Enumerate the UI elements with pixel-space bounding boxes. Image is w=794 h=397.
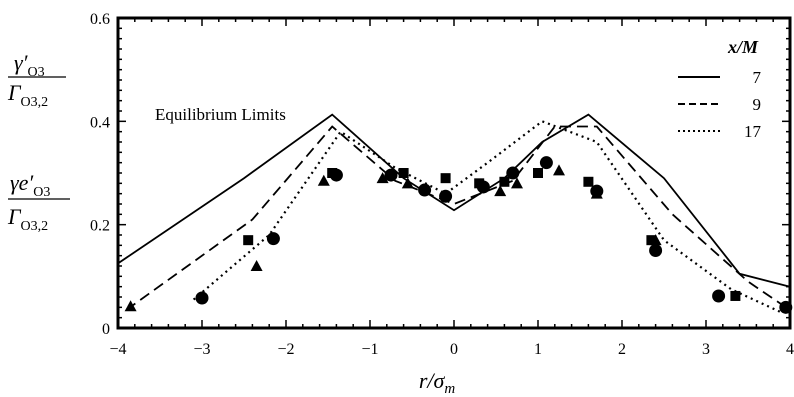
x-tick-label: −3 [193, 341, 210, 358]
data-point-triangle [553, 164, 565, 176]
data-point-square [440, 173, 451, 184]
ylabel-top-denominator: ΓO3,2 [7, 80, 48, 110]
ylabel-bottom-denominator: ΓO3,2 [7, 204, 48, 234]
data-point-square [474, 178, 485, 189]
x-tick-label: 2 [618, 341, 626, 358]
legend-label-17: 17 [744, 122, 762, 141]
legend: x/M 7 9 17 [678, 37, 762, 141]
x-axis-label: r/σm [419, 368, 456, 397]
data-point-circle [266, 232, 280, 246]
data-point-triangle [124, 300, 137, 312]
x-tick-label: 1 [534, 341, 542, 358]
legend-label-7: 7 [753, 68, 762, 87]
data-point-triangle [511, 177, 523, 189]
equilibrium-limits-annotation: Equilibrium Limits [155, 105, 286, 124]
y-axis-label-equilibrium: γe′O3 ΓO3,2 [7, 170, 70, 234]
data-point-circle [439, 189, 453, 203]
data-point-square [398, 168, 409, 178]
x-tick-label: 3 [702, 341, 710, 358]
data-point-triangle [376, 172, 389, 184]
y-axis-label-fluctuation: γ′O3 ΓO3,2 [7, 50, 66, 110]
data-point-square [583, 176, 594, 187]
data-point-circle [712, 289, 726, 303]
data-point-circle [506, 166, 520, 180]
series-line-9 [125, 125, 787, 311]
data-point-triangle [649, 234, 662, 246]
data-point-square [327, 168, 338, 178]
data-point-circle [539, 156, 553, 170]
legend-title: x/M [727, 37, 759, 57]
data-point-square [499, 176, 510, 187]
legend-label-9: 9 [753, 95, 762, 114]
x-tick-label: 4 [786, 341, 794, 358]
data-point-square [533, 168, 543, 178]
data-point-square [243, 235, 254, 246]
data-point-square [646, 235, 657, 246]
data-point-circle [195, 291, 209, 305]
data-point-circle [649, 244, 663, 257]
data-point-circle [418, 183, 432, 197]
data-point-triangle [590, 187, 603, 199]
data-point-circle [384, 168, 398, 182]
x-tick-label: −4 [109, 341, 126, 358]
y-tick-label: 0.4 [90, 114, 110, 131]
y-tick-label: 0.6 [90, 11, 110, 28]
ylabel-bottom-numerator: γe′O3 [10, 170, 50, 200]
ylabel-top-numerator: γ′O3 [14, 50, 45, 80]
data-point-triangle [401, 177, 414, 189]
data-point-triangle [250, 260, 263, 271]
y-tick-label: 0 [102, 321, 110, 338]
x-tick-label: −1 [361, 341, 378, 358]
data-point-triangle [494, 185, 507, 197]
x-tick-label: 0 [450, 341, 458, 358]
plot-frame [116, 16, 792, 330]
y-tick-label: 0.2 [90, 218, 110, 235]
data-point-triangle [317, 174, 330, 186]
data-point-square [730, 290, 741, 301]
series-line-17 [192, 120, 783, 314]
series-line-7 [117, 113, 791, 288]
x-tick-label: −2 [277, 341, 294, 358]
